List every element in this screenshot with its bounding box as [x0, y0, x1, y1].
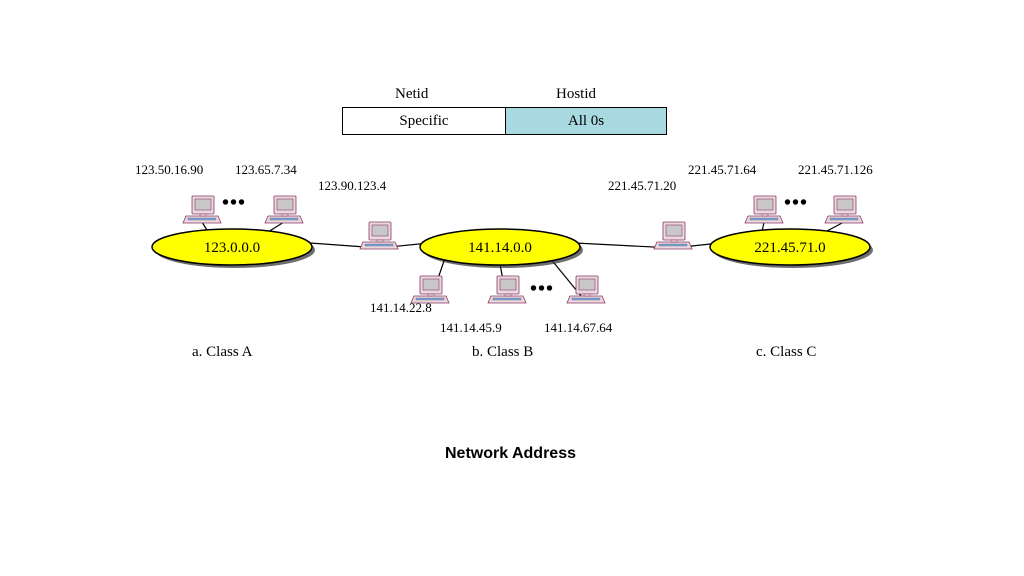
host-ip-label: 141.14.22.8 [370, 300, 432, 316]
host-ip-label: 123.65.7.34 [235, 162, 297, 178]
svg-text:141.14.0.0: 141.14.0.0 [468, 240, 532, 256]
svg-canvas: 123.0.0.0 141.14.0.0 221.45.71.0 [0, 0, 1024, 576]
host-ip-label: 123.50.16.90 [135, 162, 203, 178]
svg-text:123.0.0.0: 123.0.0.0 [204, 240, 260, 256]
host-ip-label: 141.14.67.64 [544, 320, 612, 336]
class-label: b. Class B [472, 344, 533, 361]
host-ip-label: 123.90.123.4 [318, 178, 386, 194]
diagram-title: Network Address [445, 445, 576, 463]
ellipsis-icon: ••• [530, 278, 554, 301]
network-address-diagram: Netid Hostid Specific All 0s 123.0.0.014… [0, 0, 1024, 576]
ellipsis-icon: ••• [784, 192, 808, 215]
svg-text:221.45.71.0: 221.45.71.0 [754, 240, 825, 256]
class-label: a. Class A [192, 344, 252, 361]
class-label: c. Class C [756, 344, 816, 361]
host-ip-label: 221.45.71.64 [688, 162, 756, 178]
ellipsis-icon: ••• [222, 192, 246, 215]
host-ip-label: 221.45.71.20 [608, 178, 676, 194]
host-ip-label: 221.45.71.126 [798, 162, 873, 178]
host-ip-label: 141.14.45.9 [440, 320, 502, 336]
